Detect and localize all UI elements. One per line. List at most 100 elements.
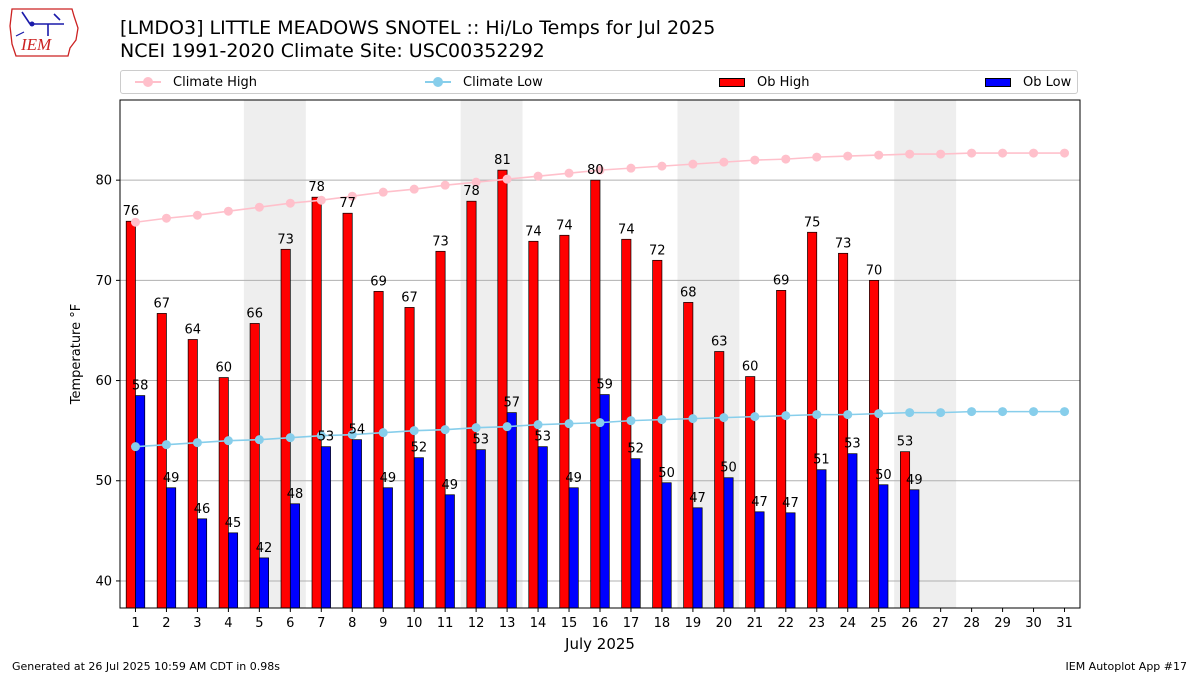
x-tick-label: 24: [839, 616, 856, 631]
climate-low-point: [657, 415, 667, 425]
ob-high-value-label: 66: [246, 306, 263, 321]
climate-high-point: [347, 191, 357, 201]
climate-low-point: [564, 419, 574, 429]
x-tick-label: 31: [1056, 616, 1073, 631]
ob-low-bar: [754, 511, 765, 609]
climate-low-point: [998, 407, 1008, 417]
climate-low-point: [843, 410, 853, 420]
climate-high-point: [750, 155, 760, 165]
ob-low-value-label: 49: [565, 471, 582, 486]
climate-low-point: [626, 416, 636, 426]
ob-high-bar: [125, 220, 136, 609]
x-tick-label: 21: [747, 616, 764, 631]
climate-low-point: [440, 425, 450, 435]
climate-high-point: [843, 151, 853, 161]
climate-high-point: [254, 202, 264, 212]
ob-high-value-label: 64: [185, 322, 202, 337]
x-tick-label: 14: [530, 616, 547, 631]
ob-low-bar: [723, 477, 734, 609]
ob-low-value-label: 50: [658, 466, 675, 481]
climate-high-point: [471, 177, 481, 187]
climate-low-line-icon: [425, 77, 451, 87]
climate-high-point: [998, 148, 1008, 158]
ob-low-value-label: 54: [349, 423, 366, 438]
climate-high-point: [223, 206, 233, 216]
ob-low-value-label: 47: [782, 496, 799, 511]
ob-high-bar: [249, 323, 260, 609]
ob-high-value-label: 73: [432, 234, 449, 249]
climate-low-point: [688, 414, 698, 424]
ob-high-value-label: 77: [339, 196, 356, 211]
ob-low-bar: [382, 487, 393, 609]
x-tick-label: 9: [379, 616, 387, 631]
climate-high-point: [936, 149, 946, 159]
x-tick-label: 23: [809, 616, 826, 631]
y-tick-label: 70: [95, 274, 112, 289]
ob-low-value-label: 49: [442, 478, 459, 493]
ob-high-bar: [714, 351, 725, 609]
ob-low-value-label: 51: [813, 453, 830, 468]
legend-label-climate-high: Climate High: [173, 74, 258, 90]
climate-high-point: [626, 163, 636, 173]
climate-high-point: [1060, 148, 1070, 158]
climate-high-point: [905, 149, 915, 159]
ob-high-value-label: 67: [401, 290, 418, 305]
ob-low-bar: [475, 449, 486, 609]
ob-low-value-label: 50: [875, 468, 892, 483]
ob-low-swatch-icon: [985, 77, 1011, 87]
ob-low-value-label: 47: [689, 491, 706, 506]
ob-low-bar: [228, 532, 239, 609]
ob-low-bar: [506, 412, 517, 609]
climate-low-point: [316, 431, 326, 441]
ob-low-value-label: 53: [473, 433, 490, 448]
x-tick-label: 4: [224, 616, 232, 631]
ob-high-bar: [776, 290, 787, 609]
ob-low-bar: [661, 482, 672, 609]
x-tick-label: 5: [255, 616, 263, 631]
ob-low-bar: [197, 518, 208, 609]
ob-low-bar: [692, 507, 703, 609]
x-tick-label: 12: [468, 616, 485, 631]
x-tick-label: 13: [499, 616, 516, 631]
ob-high-bar: [869, 280, 880, 609]
ob-low-value-label: 45: [225, 516, 242, 531]
ob-low-value-label: 53: [844, 437, 861, 452]
ob-high-bar: [218, 377, 229, 609]
climate-high-point: [812, 152, 822, 162]
x-tick-label: 19: [685, 616, 702, 631]
x-tick-label: 22: [778, 616, 795, 631]
climate-high-point: [378, 187, 388, 197]
legend-label-climate-low: Climate Low: [463, 74, 543, 90]
climate-high-point: [781, 154, 791, 164]
ob-high-bar: [652, 259, 663, 609]
ob-low-value-label: 57: [503, 396, 520, 411]
climate-high-point: [1029, 148, 1039, 158]
ob-low-value-label: 52: [627, 442, 644, 457]
ob-high-bar: [683, 302, 694, 609]
ob-high-bar: [280, 248, 291, 609]
ob-high-value-label: 81: [494, 153, 511, 168]
climate-low-point: [130, 442, 140, 452]
climate-low-point: [874, 409, 884, 419]
ob-low-bar: [630, 458, 641, 609]
x-tick-label: 15: [561, 616, 578, 631]
ob-low-bar: [135, 395, 146, 609]
climate-low-point: [1060, 407, 1070, 417]
footer-app: IEM Autoplot App #17: [1065, 660, 1188, 673]
legend-label-ob-low: Ob Low: [1023, 74, 1072, 90]
ob-low-value-label: 59: [596, 378, 613, 393]
ob-high-swatch-icon: [719, 77, 745, 87]
climate-low-point: [936, 408, 946, 418]
climate-low-point: [223, 436, 233, 446]
ob-high-value-label: 75: [804, 215, 821, 230]
x-tick-label: 16: [592, 616, 609, 631]
climate-high-point: [657, 161, 667, 171]
legend-item-ob-low: Ob Low: [985, 71, 1071, 93]
ob-high-value-label: 72: [649, 243, 666, 258]
ob-high-bar: [745, 376, 756, 609]
ob-high-bar: [466, 200, 477, 609]
climate-high-point: [533, 171, 543, 181]
climate-high-point: [316, 195, 326, 205]
climate-high-point: [440, 180, 450, 190]
